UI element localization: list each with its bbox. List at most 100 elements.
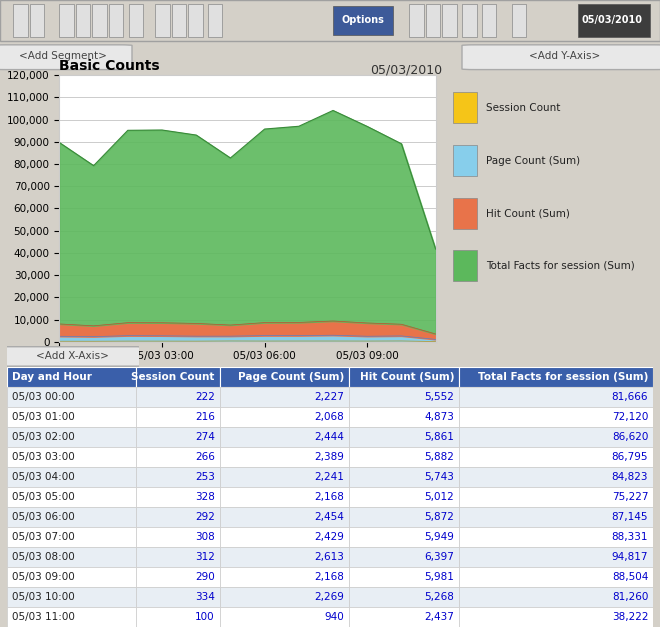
FancyBboxPatch shape <box>459 427 653 447</box>
FancyBboxPatch shape <box>30 4 44 36</box>
Text: 2,454: 2,454 <box>314 512 345 522</box>
FancyBboxPatch shape <box>578 4 650 36</box>
Text: Hit Count (Sum): Hit Count (Sum) <box>486 208 570 218</box>
FancyBboxPatch shape <box>208 4 222 36</box>
Text: 05/03/2010: 05/03/2010 <box>370 63 442 76</box>
Text: 328: 328 <box>195 492 215 502</box>
FancyBboxPatch shape <box>7 587 136 607</box>
Text: <Add X-Axis>: <Add X-Axis> <box>36 352 109 361</box>
Text: 88,331: 88,331 <box>612 532 648 542</box>
FancyBboxPatch shape <box>7 407 136 427</box>
FancyBboxPatch shape <box>220 487 349 507</box>
FancyBboxPatch shape <box>482 4 496 36</box>
Text: 87,145: 87,145 <box>612 512 648 522</box>
FancyBboxPatch shape <box>459 527 653 547</box>
FancyBboxPatch shape <box>59 4 74 36</box>
FancyBboxPatch shape <box>459 487 653 507</box>
Text: Basic Counts: Basic Counts <box>59 59 160 73</box>
Text: 940: 940 <box>325 612 345 622</box>
FancyBboxPatch shape <box>349 467 459 487</box>
Text: 2,227: 2,227 <box>314 392 345 402</box>
Text: 38,222: 38,222 <box>612 612 648 622</box>
Text: 292: 292 <box>195 512 215 522</box>
FancyBboxPatch shape <box>0 45 132 70</box>
Text: Total Facts for session (Sum): Total Facts for session (Sum) <box>478 372 648 382</box>
FancyBboxPatch shape <box>7 547 136 567</box>
Text: 2,068: 2,068 <box>314 412 345 422</box>
FancyBboxPatch shape <box>220 367 349 387</box>
Text: 84,823: 84,823 <box>612 472 648 482</box>
FancyBboxPatch shape <box>459 587 653 607</box>
Text: <Add Segment>: <Add Segment> <box>18 51 107 61</box>
FancyBboxPatch shape <box>462 4 477 36</box>
FancyBboxPatch shape <box>349 487 459 507</box>
FancyBboxPatch shape <box>220 467 349 487</box>
FancyBboxPatch shape <box>349 607 459 627</box>
Text: 253: 253 <box>195 472 215 482</box>
FancyBboxPatch shape <box>172 4 186 36</box>
FancyBboxPatch shape <box>220 607 349 627</box>
Text: 05/03 04:00: 05/03 04:00 <box>12 472 75 482</box>
FancyBboxPatch shape <box>409 4 424 36</box>
Text: Options: Options <box>342 16 384 25</box>
Text: 2,437: 2,437 <box>424 612 454 622</box>
FancyBboxPatch shape <box>136 567 220 587</box>
FancyBboxPatch shape <box>220 507 349 527</box>
FancyBboxPatch shape <box>349 387 459 407</box>
FancyBboxPatch shape <box>136 367 220 387</box>
FancyBboxPatch shape <box>220 587 349 607</box>
Text: 274: 274 <box>195 432 215 442</box>
FancyBboxPatch shape <box>129 4 143 36</box>
Text: Page Count (Sum): Page Count (Sum) <box>238 372 345 382</box>
Text: 5,872: 5,872 <box>424 512 454 522</box>
Text: 05/03 11:00: 05/03 11:00 <box>12 612 75 622</box>
FancyBboxPatch shape <box>136 507 220 527</box>
FancyBboxPatch shape <box>349 587 459 607</box>
Text: Total Facts for session (Sum): Total Facts for session (Sum) <box>486 261 634 271</box>
Text: 5,861: 5,861 <box>424 432 454 442</box>
FancyBboxPatch shape <box>459 447 653 467</box>
Text: 75,227: 75,227 <box>612 492 648 502</box>
FancyBboxPatch shape <box>220 427 349 447</box>
Text: 2,241: 2,241 <box>314 472 345 482</box>
FancyBboxPatch shape <box>220 387 349 407</box>
FancyBboxPatch shape <box>426 4 440 36</box>
FancyBboxPatch shape <box>220 447 349 467</box>
Text: 222: 222 <box>195 392 215 402</box>
Text: 05/03 03:00: 05/03 03:00 <box>12 452 75 462</box>
FancyBboxPatch shape <box>453 145 477 176</box>
Text: 334: 334 <box>195 592 215 602</box>
FancyBboxPatch shape <box>459 547 653 567</box>
Text: 5,552: 5,552 <box>424 392 454 402</box>
FancyBboxPatch shape <box>220 547 349 567</box>
Text: 72,120: 72,120 <box>612 412 648 422</box>
Text: 216: 216 <box>195 412 215 422</box>
FancyBboxPatch shape <box>453 198 477 228</box>
FancyBboxPatch shape <box>7 527 136 547</box>
Text: Hit Count (Sum): Hit Count (Sum) <box>360 372 454 382</box>
FancyBboxPatch shape <box>4 347 140 366</box>
Text: 86,620: 86,620 <box>612 432 648 442</box>
Text: 2,269: 2,269 <box>314 592 345 602</box>
FancyBboxPatch shape <box>136 487 220 507</box>
FancyBboxPatch shape <box>7 607 136 627</box>
Text: 86,795: 86,795 <box>612 452 648 462</box>
FancyBboxPatch shape <box>220 567 349 587</box>
FancyBboxPatch shape <box>442 4 457 36</box>
Text: Session Count: Session Count <box>486 103 560 113</box>
Text: 05/03 08:00: 05/03 08:00 <box>12 552 75 562</box>
Text: 05/03 10:00: 05/03 10:00 <box>12 592 75 602</box>
Text: 4,873: 4,873 <box>424 412 454 422</box>
Text: 5,743: 5,743 <box>424 472 454 482</box>
Text: Session Count: Session Count <box>131 372 215 382</box>
Text: 308: 308 <box>195 532 215 542</box>
FancyBboxPatch shape <box>7 567 136 587</box>
FancyBboxPatch shape <box>333 6 393 34</box>
Text: 2,613: 2,613 <box>314 552 345 562</box>
FancyBboxPatch shape <box>349 447 459 467</box>
FancyBboxPatch shape <box>453 92 477 123</box>
Text: 2,429: 2,429 <box>314 532 345 542</box>
Text: 5,012: 5,012 <box>424 492 454 502</box>
Text: 05/03 01:00: 05/03 01:00 <box>12 412 75 422</box>
Text: <Add Y-Axis>: <Add Y-Axis> <box>529 51 600 61</box>
